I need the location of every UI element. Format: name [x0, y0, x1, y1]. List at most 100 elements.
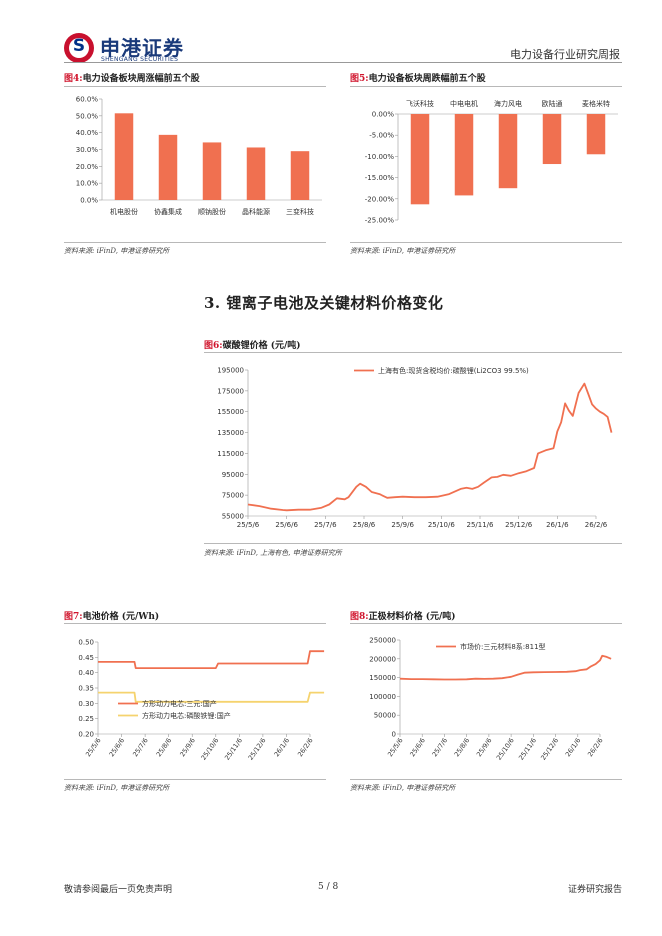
fig5-number: 图5: — [350, 74, 369, 84]
x-tick-label: 26/2/6 — [296, 737, 315, 759]
fig6-bottom-rule — [204, 543, 622, 544]
y-tick-label: 150000 — [369, 674, 396, 682]
category-label: 欧陆通 — [542, 99, 563, 108]
bar — [202, 142, 222, 200]
fig8-caption: 正极材料价格 (元/吨) — [368, 612, 456, 622]
footer-report-type: 证券研究报告 — [567, 885, 622, 895]
y-tick-label: 135000 — [217, 429, 244, 437]
fig8-title: 图8:正极材料价格 (元/吨) — [350, 609, 456, 622]
header-divider — [64, 62, 622, 63]
fig4-source: 资料来源: iFinD, 申港证券研究所 — [64, 247, 170, 255]
category-label: 中电电机 — [450, 99, 478, 108]
bar — [454, 114, 474, 196]
x-tick-label: 25/11/6 — [517, 737, 538, 762]
logo-name-cn: 申港证券 — [100, 36, 184, 60]
x-tick-label: 25/7/6 — [431, 737, 450, 759]
bar — [246, 147, 266, 200]
y-tick-label: 10.0% — [76, 180, 99, 188]
category-label: 海力风电 — [494, 99, 522, 108]
bar — [542, 114, 562, 165]
category-label: 协鑫集成 — [154, 207, 182, 216]
fig8-source: 资料来源: iFinD, 申港证券研究所 — [350, 784, 456, 792]
fig6-caption: 碳酸锂价格 (元/吨) — [222, 341, 301, 351]
x-tick-label: 26/2/6 — [586, 737, 605, 759]
y-tick-label: 0.20 — [78, 731, 94, 739]
x-tick-label: 25/9/6 — [475, 737, 494, 759]
fig6-source: 资料来源: iFinD, 上海有色, 申港证券研究所 — [204, 549, 342, 557]
x-tick-label: 25/5/6 — [84, 737, 103, 759]
y-tick-label: 250000 — [369, 637, 396, 645]
fig7-source: 资料来源: iFinD, 申港证券研究所 — [64, 784, 170, 792]
x-tick-label: 25/6/6 — [408, 737, 427, 759]
fig8-top-rule — [350, 623, 622, 624]
y-tick-label: 0.30 — [78, 700, 94, 708]
y-tick-label: 20.0% — [76, 163, 99, 171]
category-label: 晶科能源 — [242, 207, 270, 216]
series-line — [247, 382, 613, 512]
y-tick-label: 0 — [392, 731, 396, 739]
x-tick-label: 25/6/6 — [275, 521, 298, 529]
fig6-line-chart: 195000 175000 155000 135000 115000 95000 75000… — [217, 366, 613, 529]
series-line — [98, 650, 325, 669]
category-label: 三变科技 — [286, 207, 314, 216]
x-tick-label: 25/11/6 — [467, 521, 495, 529]
x-tick-label: 25/5/6 — [237, 521, 260, 529]
report-title: 电力设备行业研究周报 — [510, 48, 620, 61]
y-tick-label: 115000 — [217, 450, 244, 458]
y-tick-label: -5.00% — [369, 132, 394, 140]
x-tick-label: 26/1/6 — [273, 737, 292, 759]
fig8-number: 图8: — [350, 612, 369, 622]
x-tick-label: 25/12/6 — [539, 737, 560, 762]
fig5-bar-chart: 0.00% -5.00% -10.00% -15.00% -20.00% -25.00% 飞… — [365, 99, 618, 225]
x-tick-label: 25/10/6 — [428, 521, 456, 529]
legend-label: 市场价:三元材料8系:811型 — [460, 642, 546, 651]
fig4-bottom-rule — [64, 242, 326, 243]
x-tick-label: 26/1/6 — [546, 521, 569, 529]
legend-label: 方形动力电芯:三元:国产 — [142, 699, 217, 708]
bar — [290, 151, 310, 200]
section-3-title: 3. 锂离子电池及关键材料价格变化 — [204, 294, 444, 312]
fig6-top-rule — [204, 352, 622, 353]
x-tick-label: 25/11/6 — [223, 737, 244, 762]
y-tick-label: 0.50 — [78, 639, 94, 647]
y-tick-label: 40.0% — [76, 129, 99, 137]
fig7-number: 图7: — [64, 612, 83, 622]
bar — [158, 134, 178, 200]
y-tick-label: -25.00% — [365, 217, 395, 225]
x-tick-label: 25/9/6 — [391, 521, 414, 529]
y-tick-label: -10.00% — [365, 153, 395, 161]
y-tick-label: 195000 — [217, 367, 244, 375]
x-tick-label: 25/6/6 — [108, 737, 127, 759]
y-tick-label: 155000 — [217, 408, 244, 416]
x-tick-label: 25/7/6 — [131, 737, 150, 759]
fig5-caption: 电力设备板块周跌幅前五个股 — [368, 74, 486, 84]
x-tick-label: 25/12/6 — [505, 521, 533, 529]
legend-label: 方形动力电芯:磷酸铁锂:国产 — [142, 711, 231, 720]
y-tick-label: 0.45 — [78, 654, 94, 662]
fig6-title: 图6:碳酸锂价格 (元/吨) — [204, 338, 301, 351]
x-tick-label: 25/8/6 — [353, 521, 376, 529]
x-tick-label: 25/8/6 — [453, 737, 472, 759]
x-tick-label: 25/9/6 — [178, 737, 197, 759]
bar — [114, 113, 134, 200]
fig8-bottom-rule — [350, 779, 622, 780]
fig4-title: 图4:电力设备板块周涨幅前五个股 — [64, 71, 200, 84]
y-tick-label: 55000 — [222, 513, 244, 521]
bar — [498, 114, 518, 189]
series-line — [399, 654, 612, 681]
fig7-bottom-rule — [64, 779, 326, 780]
category-label: 飞沃科技 — [406, 99, 434, 108]
legend-label: 上海有色:现货含税均价:碳酸锂(Li2CO3 99.5%) — [378, 366, 529, 375]
fig7-top-rule — [64, 623, 326, 624]
company-logo-icon — [64, 33, 94, 63]
y-tick-label: 100000 — [369, 693, 396, 701]
y-tick-label: 30.0% — [76, 146, 99, 154]
footer-disclaimer: 敬请参阅最后一页免责声明 — [64, 885, 173, 895]
fig6-number: 图6: — [204, 341, 223, 351]
y-tick-label: 0.35 — [78, 685, 94, 693]
fig4-number: 图4: — [64, 74, 83, 84]
x-tick-label: 25/12/6 — [247, 737, 268, 762]
fig5-source: 资料来源: iFinD, 申港证券研究所 — [350, 247, 456, 255]
y-tick-label: 175000 — [217, 387, 244, 395]
